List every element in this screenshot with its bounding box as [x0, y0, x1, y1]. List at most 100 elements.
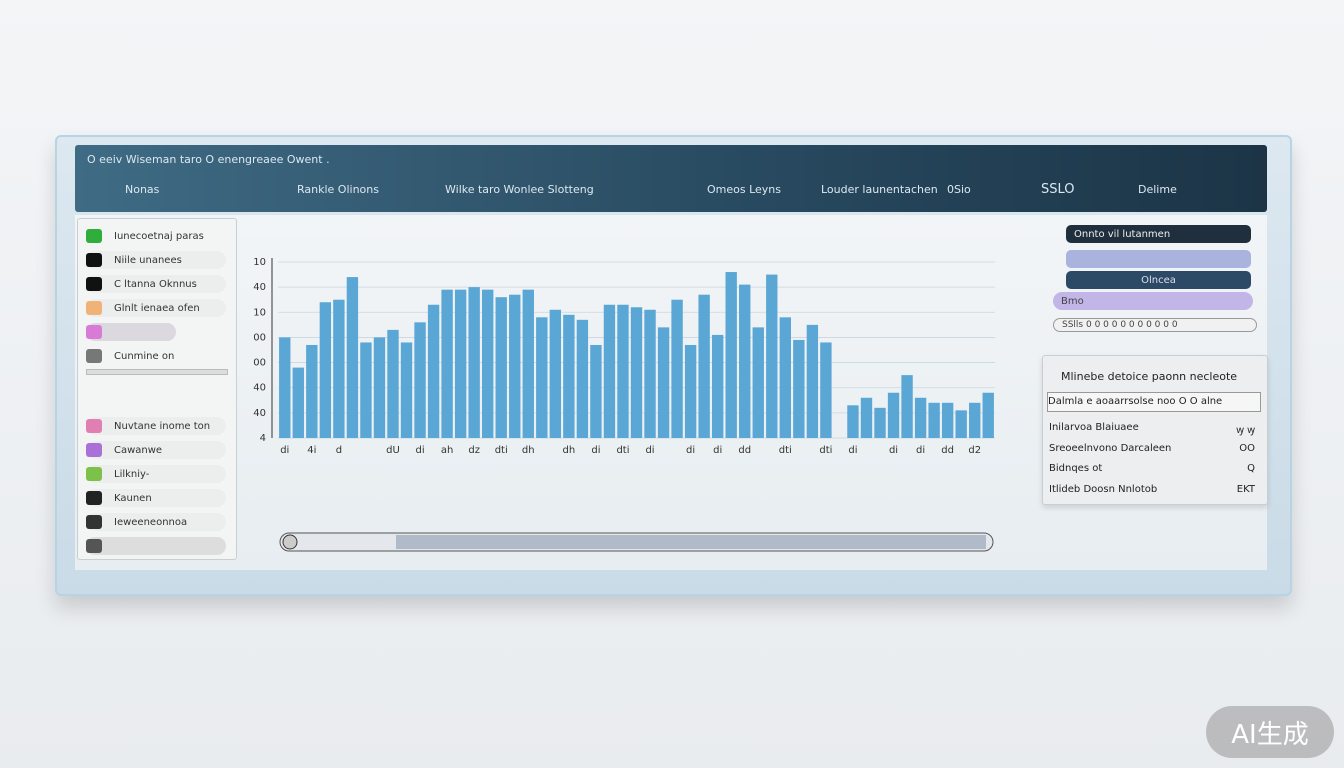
nav-item[interactable]: Delime	[1138, 183, 1177, 196]
y-tick-label: 40	[253, 282, 266, 293]
scroll-button[interactable]	[282, 534, 298, 550]
bar	[711, 334, 724, 438]
menu-item[interactable]: C ltanna Oknnus	[86, 275, 226, 293]
bar	[482, 289, 494, 438]
bar	[901, 375, 913, 438]
label: C ltanna Oknnus	[114, 278, 197, 290]
y-tick-label: 10	[253, 257, 266, 268]
nav-item[interactable]: Rankle Olinons	[297, 183, 379, 196]
bar	[684, 344, 697, 438]
label: Itlideb Doosn Nnlotob	[1049, 484, 1158, 495]
value: EKT	[1236, 484, 1255, 495]
bar	[441, 289, 453, 438]
bar	[820, 342, 832, 438]
menu-item[interactable]: Glnlt ienaea ofen	[86, 299, 226, 317]
bar	[914, 397, 927, 438]
label: Inilarvoa Blaiuaee	[1049, 422, 1139, 433]
nav-item[interactable]: SSLO	[1041, 182, 1075, 197]
menu-item[interactable]: Cawanwe	[86, 441, 226, 459]
pill[interactable]: Onnto vil lutanmen	[1066, 225, 1251, 243]
menu-item[interactable]: Kaunen	[86, 489, 226, 507]
x-tick-label: dU	[386, 445, 400, 456]
x-tick-label: di	[713, 445, 722, 456]
x-tick-label: dti	[779, 445, 792, 456]
pill[interactable]	[1066, 250, 1251, 268]
bar	[887, 392, 900, 438]
x-tick-label: dh	[563, 445, 576, 456]
x-tick-label: dd	[738, 445, 751, 456]
nav-item[interactable]: Nonas	[125, 183, 160, 196]
x-tick-label: dz	[468, 445, 480, 456]
sidebar-title: Iunecoetnaj paras	[114, 230, 204, 242]
label: Nuvtane inome ton	[114, 420, 211, 432]
x-tick-label: dti	[616, 445, 629, 456]
bar	[847, 405, 859, 438]
bar	[617, 304, 629, 438]
menu-item[interactable]	[86, 537, 226, 555]
caption: O eeiv Wiseman taro O enengreaee Owent .	[87, 153, 330, 166]
scroll-thumb[interactable]	[396, 535, 986, 549]
bar	[414, 322, 426, 438]
nav-item[interactable]: Wilke taro Wonlee Slotteng	[445, 183, 594, 196]
bar	[563, 314, 575, 438]
bar	[360, 342, 372, 438]
label: Glnlt ienaea ofen	[114, 302, 200, 314]
bar	[955, 410, 967, 438]
x-tick-label: di	[415, 445, 424, 456]
bar	[698, 294, 710, 438]
x-tick-label: d2	[968, 445, 981, 456]
nav-item[interactable]: 0Sio	[947, 183, 971, 196]
bar	[346, 277, 359, 438]
bar	[752, 327, 764, 438]
value: OO	[1239, 443, 1255, 454]
label: Niile unanees	[114, 254, 182, 266]
bar	[793, 339, 805, 438]
bar	[576, 319, 589, 438]
pill[interactable]: Olncea	[1066, 271, 1251, 289]
bar	[644, 309, 656, 438]
card: Mlinebe detoice paonn necleote Dalmla e …	[1042, 355, 1268, 505]
card-subtitle: Dalmla e aoaarrsolse noo O O alne	[1047, 392, 1261, 412]
bar	[522, 289, 534, 438]
bar	[509, 294, 521, 438]
menu-item[interactable]: Ieweeneonnoa	[86, 513, 226, 531]
pill[interactable]: Bmo	[1053, 292, 1253, 310]
bar	[319, 302, 332, 438]
bar	[739, 284, 751, 438]
bar	[373, 337, 386, 438]
x-tick-label: 4i	[307, 445, 316, 456]
nav-item[interactable]: Louder launentachen	[821, 183, 938, 196]
menu-item[interactable]: Lilkniy-	[86, 465, 226, 483]
card-row: Itlideb Doosn Nnlotob EKT	[1049, 484, 1255, 495]
bar	[630, 307, 643, 438]
slider[interactable]	[86, 369, 228, 375]
bar	[928, 402, 940, 438]
bar	[806, 324, 819, 438]
bar	[982, 392, 994, 438]
x-tick-label: dh	[522, 445, 535, 456]
x-tick-label: d	[336, 445, 342, 456]
x-tick-label: di	[591, 445, 600, 456]
menu-item[interactable]: Nuvtane inome ton	[86, 417, 226, 435]
label: Cunmine on	[114, 350, 175, 362]
bar	[766, 274, 778, 438]
y-tick-label: 00	[253, 332, 266, 343]
watermark: AI生成	[1206, 706, 1334, 758]
card-row: Sreoeelnvono Darcaleen OO	[1049, 443, 1255, 454]
card-title: Mlinebe detoice paonn necleote	[1061, 370, 1238, 383]
bar	[657, 327, 670, 438]
menu-item[interactable]: Niile unanees	[86, 251, 226, 269]
nav-item[interactable]: Omeos Leyns	[707, 183, 782, 196]
bar	[874, 407, 886, 438]
x-tick-label: di	[916, 445, 925, 456]
menu-item[interactable]	[86, 323, 176, 341]
pill[interactable]: SSlls 0 0 0 0 0 0 0 0 0 0 0	[1053, 318, 1257, 332]
bar	[725, 272, 737, 438]
y-tick-label: 10	[253, 307, 266, 318]
menu-item[interactable]: Cunmine on	[86, 347, 226, 365]
bar	[590, 344, 602, 438]
label: Ieweeneonnoa	[114, 516, 188, 528]
y-tick-label: 40	[253, 408, 266, 419]
x-tick-label: di	[280, 445, 289, 456]
